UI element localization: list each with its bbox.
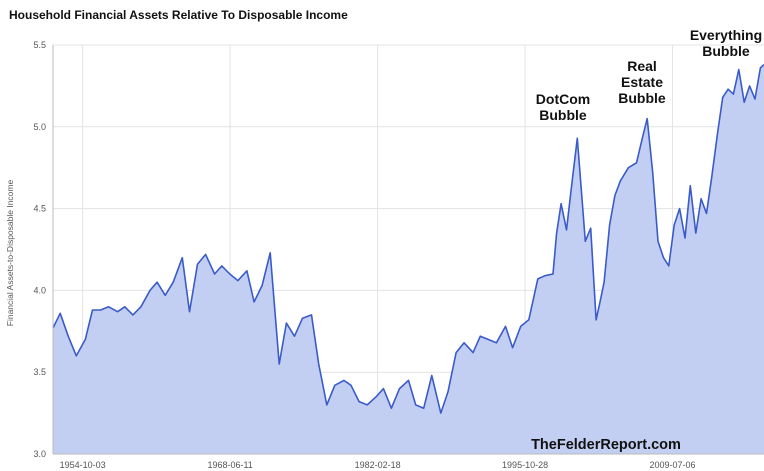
series-fill xyxy=(53,64,764,454)
annotation-line: Real xyxy=(627,58,657,74)
series-area xyxy=(52,64,764,454)
x-tick-label: 1995-10-28 xyxy=(502,460,548,470)
annotation-line: DotCom xyxy=(536,91,590,107)
y-tick-label: 4.0 xyxy=(33,285,46,295)
y-tick-labels: 3.0 3.5 4.0 4.5 5.0 5.5 xyxy=(33,40,46,459)
y-axis-label: Financial Assets-to-Disposable Income xyxy=(5,180,15,327)
annotation-label: Everything Bubble xyxy=(690,27,762,59)
y-tick-label: 4.5 xyxy=(33,204,46,214)
chart-title: Household Financial Assets Relative To D… xyxy=(9,8,348,22)
series-line xyxy=(52,64,764,414)
x-tick-label: 1954-10-03 xyxy=(60,460,106,470)
y-tick-label: 3.0 xyxy=(33,449,46,459)
annotation-line: Bubble xyxy=(618,90,666,106)
y-tick-label: 5.0 xyxy=(33,122,46,132)
annotation-line: Estate xyxy=(621,74,663,90)
watermark: TheFelderReport.com xyxy=(531,437,681,453)
x-tick-label: 1968-06-11 xyxy=(207,460,252,470)
annotation-label: Real Estate Bubble xyxy=(618,58,666,106)
annotation-line: Everything xyxy=(690,27,762,43)
annotation-line: Bubble xyxy=(702,43,750,59)
x-tick-labels: 1954-10-03 1968-06-11 1982-02-18 1995-10-28… xyxy=(60,460,696,470)
y-tick-label: 5.5 xyxy=(33,40,46,50)
y-tick-label: 3.5 xyxy=(33,367,46,377)
axes xyxy=(52,45,764,455)
x-tick-label: 2009-07-06 xyxy=(650,460,696,470)
annotation-label: DotCom Bubble xyxy=(536,91,590,123)
annotation-line: Bubble xyxy=(539,107,587,123)
x-tick-label: 1982-02-18 xyxy=(355,460,401,470)
